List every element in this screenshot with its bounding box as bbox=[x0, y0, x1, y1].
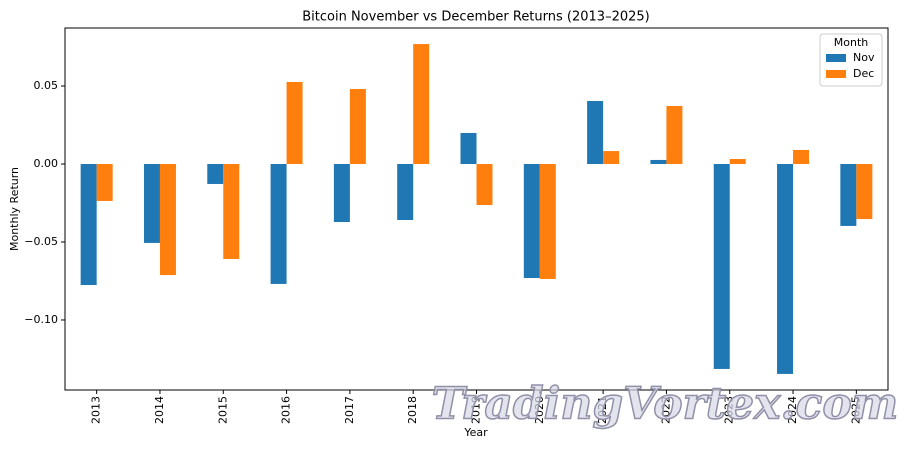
x-tick-label: 2013 bbox=[90, 396, 103, 424]
x-tick-label: 2025 bbox=[849, 396, 862, 424]
x-tick-label: 2014 bbox=[153, 396, 166, 424]
bar bbox=[476, 164, 493, 206]
x-tick-label: 2015 bbox=[216, 396, 229, 424]
bar bbox=[856, 164, 873, 220]
bar bbox=[650, 159, 667, 165]
bar bbox=[286, 81, 303, 165]
x-tick-label: 2018 bbox=[406, 396, 419, 424]
legend-swatch bbox=[826, 70, 846, 78]
legend-label: Dec bbox=[853, 67, 874, 80]
bar bbox=[333, 164, 350, 223]
y-tick-label: 0.00 bbox=[34, 157, 59, 170]
bar bbox=[143, 164, 160, 243]
bar bbox=[207, 164, 224, 184]
bar bbox=[603, 151, 620, 165]
x-tick-label: 2020 bbox=[533, 396, 546, 424]
legend-label: Nov bbox=[853, 51, 875, 64]
x-tick-label: 2016 bbox=[280, 396, 293, 424]
legend-title: Month bbox=[834, 36, 869, 49]
bar bbox=[460, 132, 477, 165]
bar bbox=[159, 164, 176, 276]
x-tick-label: 2017 bbox=[343, 396, 356, 424]
plot-frame bbox=[64, 27, 889, 391]
bar bbox=[539, 164, 556, 279]
x-tick-label: 2024 bbox=[786, 396, 799, 424]
bar bbox=[729, 159, 746, 165]
chart-title: Bitcoin November vs December Returns (20… bbox=[302, 10, 649, 25]
watermark: TradingVortex.com bbox=[432, 379, 899, 430]
bar bbox=[349, 88, 366, 165]
y-tick-label: 0.05 bbox=[34, 79, 59, 92]
bar bbox=[223, 164, 240, 259]
bar bbox=[666, 105, 683, 165]
bar bbox=[270, 164, 287, 284]
bar bbox=[523, 164, 540, 279]
bar bbox=[96, 164, 113, 201]
bar bbox=[840, 164, 857, 226]
x-axis-label: Year bbox=[463, 426, 488, 439]
bar bbox=[793, 149, 810, 165]
legend-swatch bbox=[826, 54, 846, 62]
x-tick-label: 2021 bbox=[596, 396, 609, 424]
x-tick-label: 2023 bbox=[723, 396, 736, 424]
bar bbox=[80, 164, 97, 286]
x-tick-label: 2022 bbox=[659, 396, 672, 424]
y-tick-label: −0.05 bbox=[24, 235, 58, 248]
x-tick-label: 2019 bbox=[470, 396, 483, 424]
bar bbox=[413, 44, 430, 165]
bar bbox=[713, 164, 730, 369]
bar bbox=[777, 164, 794, 374]
y-axis-label: Monthly Return bbox=[8, 167, 21, 251]
bar bbox=[397, 164, 414, 220]
legend: Month Nov Dec bbox=[819, 33, 883, 87]
bar bbox=[587, 100, 604, 165]
y-tick-label: −0.10 bbox=[24, 313, 58, 326]
